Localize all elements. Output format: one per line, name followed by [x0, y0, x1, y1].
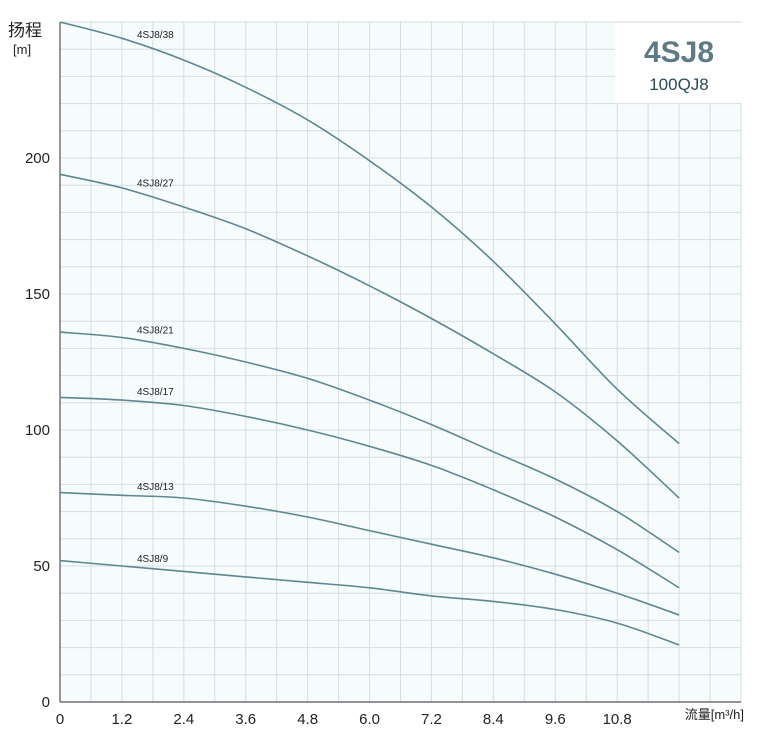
y-tick-label: 200 — [25, 150, 50, 167]
x-tick-label: 2.4 — [173, 711, 194, 728]
y-axis-label: 扬程 — [8, 21, 42, 40]
y-tick-label: 50 — [33, 558, 50, 575]
grid — [60, 21, 742, 702]
x-tick-label: 10.8 — [603, 711, 632, 728]
series-line — [59, 331, 680, 554]
x-tick-label: 0 — [56, 711, 64, 728]
y-tick-label: 150 — [25, 286, 50, 303]
series-line — [59, 491, 680, 616]
brand-box: 4SJ8 100QJ8 — [615, 23, 742, 103]
series-line — [59, 559, 680, 646]
series-label: 4SJ8/21 — [137, 325, 174, 336]
series-lines: 4SJ8/38 4SJ8/27 4SJ8/21 4SJ8/17 4SJ8/13 4SJ8/… — [59, 21, 680, 646]
series-label: 4SJ8/13 — [137, 482, 174, 493]
series-line — [59, 173, 680, 499]
x-tick-label: 9.6 — [545, 711, 566, 728]
series-label: 4SJ8/17 — [137, 387, 174, 398]
axes — [59, 22, 741, 703]
series-label: 4SJ8/9 — [137, 554, 169, 565]
x-tick-label: 6.0 — [359, 711, 380, 728]
brand-title: 4SJ8 — [644, 36, 714, 69]
brand-box-background — [615, 23, 742, 103]
x-tick-label: 8.4 — [483, 711, 504, 728]
y-tick-label: 0 — [42, 694, 50, 711]
series-label: 4SJ8/38 — [137, 30, 174, 41]
series-label: 4SJ8/27 — [137, 178, 174, 189]
x-axis-label: 流量[m³/h] — [685, 707, 744, 722]
series-line — [59, 21, 680, 445]
x-tick-label: 1.2 — [111, 711, 132, 728]
x-tick-label: 4.8 — [297, 711, 318, 728]
brand-subtitle: 100QJ8 — [649, 75, 709, 94]
tick-labels: 0 1.2 2.4 3.6 4.8 6.0 7.2 8.4 9.6 10.8 0 50 100 150 20… — [25, 150, 632, 728]
y-tick-label: 100 — [25, 422, 50, 439]
series-line — [59, 396, 680, 589]
x-tick-label: 7.2 — [421, 711, 442, 728]
x-tick-label: 3.6 — [235, 711, 256, 728]
y-axis-unit: [m] — [13, 42, 31, 57]
